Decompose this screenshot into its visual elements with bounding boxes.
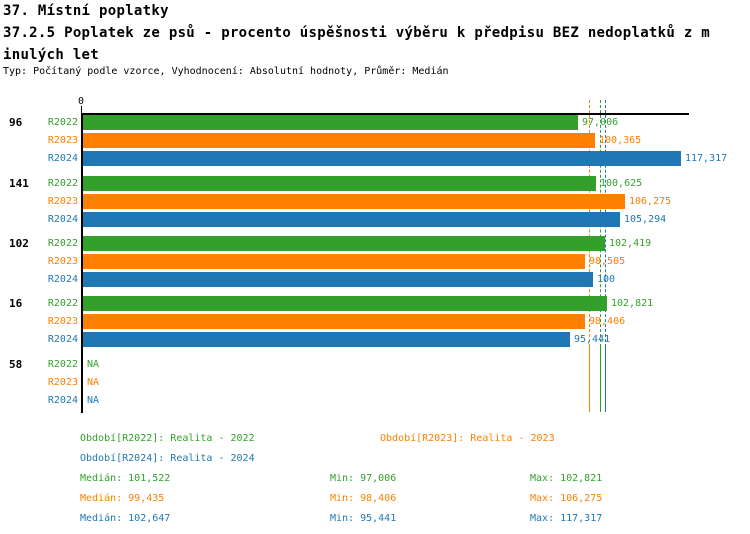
median-line-r2024: [605, 347, 606, 412]
na-value-label: NA: [87, 377, 100, 388]
bar: [83, 176, 596, 191]
report-section-title: 37. Místní poplatky: [3, 3, 169, 19]
legend-period-r2023: Období[R2023]: Realita - 2023: [380, 433, 555, 444]
row-year-label: R2023: [47, 256, 78, 267]
bar-value-label: 98,406: [589, 316, 626, 327]
bar: [83, 296, 607, 311]
row-year-label: R2024: [47, 395, 78, 406]
group-label: 102: [9, 237, 29, 250]
bar-value-label: 102,419: [609, 238, 652, 249]
bar: [83, 194, 625, 209]
legend-median-r2022: Medián: 101,522: [80, 473, 171, 484]
legend-min-r2023: Min: 98,406: [330, 493, 397, 504]
y-axis-line: [81, 113, 83, 413]
legend-min-r2024: Min: 95,441: [330, 513, 397, 524]
bar: [83, 236, 605, 251]
median-line-r2022: [600, 347, 601, 412]
axis-origin-tick: [81, 106, 82, 113]
median-line-r2023: [589, 347, 590, 412]
group-label: 96: [9, 116, 23, 129]
row-year-label: R2022: [47, 298, 78, 309]
bar-value-label: 97,006: [582, 117, 619, 128]
bar-value-label: 95,441: [574, 334, 611, 345]
legend-period-r2024: Období[R2024]: Realita - 2024: [80, 453, 255, 464]
legend-median-r2024: Medián: 102,647: [80, 513, 171, 524]
na-value-label: NA: [87, 395, 100, 406]
bar: [83, 115, 578, 130]
legend-max-r2023: Max: 106,275: [530, 493, 603, 504]
legend-period-r2022: Období[R2022]: Realita - 2022: [80, 433, 255, 444]
row-year-label: R2023: [47, 135, 78, 146]
row-year-label: R2024: [47, 334, 78, 345]
x-axis-line: [81, 113, 689, 115]
bar-value-label: 106,275: [629, 196, 672, 207]
row-year-label: R2023: [47, 377, 78, 388]
bar-value-label: 117,317: [685, 153, 728, 164]
bar: [83, 254, 585, 269]
bar: [83, 272, 593, 287]
row-year-label: R2023: [47, 316, 78, 327]
chart-title-line-2: inulých let: [3, 47, 100, 63]
bar-value-label: 105,294: [624, 214, 667, 225]
bar: [83, 212, 620, 227]
chart-title-line-1: 37.2.5 Poplatek ze psů - procento úspěšn…: [3, 25, 711, 41]
group-label: 58: [9, 358, 23, 371]
bar-value-label: 100,625: [600, 178, 643, 189]
bar: [83, 133, 595, 148]
legend-min-r2022: Min: 97,006: [330, 473, 397, 484]
group-label: 16: [9, 297, 23, 310]
row-year-label: R2022: [47, 117, 78, 128]
bar-value-label: 102,821: [611, 298, 654, 309]
row-year-label: R2024: [47, 214, 78, 225]
bar-value-label: 100: [597, 274, 616, 285]
bar-value-label: 100,365: [599, 135, 642, 146]
row-year-label: R2024: [47, 274, 78, 285]
axis-origin-label: 0: [77, 96, 85, 107]
bar: [83, 314, 585, 329]
row-year-label: R2022: [47, 359, 78, 370]
bar: [83, 151, 681, 166]
legend-median-r2023: Medián: 99,435: [80, 493, 165, 504]
bar: [83, 332, 570, 347]
row-year-label: R2022: [47, 238, 78, 249]
row-year-label: R2024: [47, 153, 78, 164]
chart-meta-line: Typ: Počítaný podle vzorce, Vyhodnocení:…: [3, 66, 449, 77]
row-year-label: R2023: [47, 196, 78, 207]
na-value-label: NA: [87, 359, 100, 370]
group-label: 141: [9, 177, 29, 190]
row-year-label: R2022: [47, 178, 78, 189]
legend-max-r2022: Max: 102,821: [530, 473, 603, 484]
bar-value-label: 98,505: [589, 256, 626, 267]
legend-max-r2024: Max: 117,317: [530, 513, 603, 524]
bar-chart: 0 96 R2022 97,006 R2023 100,365 R2024 117,317 1…: [9, 96, 728, 413]
